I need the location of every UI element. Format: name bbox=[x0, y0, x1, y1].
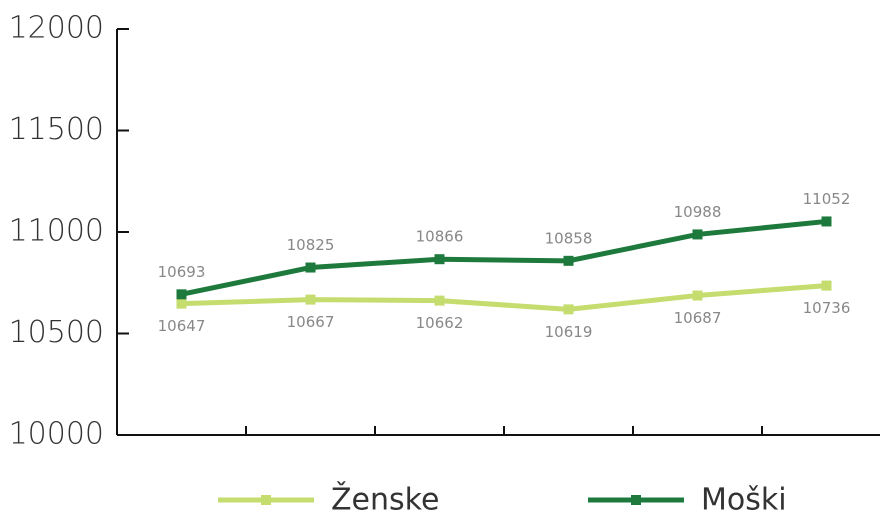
y-tick-label: 12000 bbox=[9, 11, 104, 46]
legend-label: Ženske bbox=[331, 482, 439, 516]
point bbox=[692, 229, 703, 240]
legend-marker bbox=[631, 495, 641, 505]
series-line bbox=[181, 283, 827, 312]
data-label: 10736 bbox=[803, 299, 851, 317]
data-label: 10667 bbox=[287, 313, 335, 331]
point bbox=[434, 254, 445, 265]
data-label: 10662 bbox=[416, 314, 464, 332]
legend-marker bbox=[261, 495, 271, 505]
point bbox=[305, 262, 316, 273]
data-label: 11052 bbox=[803, 190, 851, 208]
data-label: 10858 bbox=[545, 229, 593, 247]
point bbox=[692, 290, 703, 301]
point bbox=[821, 280, 832, 291]
point bbox=[563, 304, 574, 315]
y-tick-label: 10000 bbox=[9, 417, 104, 452]
point bbox=[821, 216, 832, 227]
y-tick-label: 11000 bbox=[9, 214, 104, 249]
data-label: 10647 bbox=[158, 317, 206, 335]
data-label: 10693 bbox=[158, 263, 206, 281]
y-tick-label: 10500 bbox=[9, 315, 104, 350]
legend-label: Moški bbox=[701, 483, 787, 516]
point bbox=[434, 295, 445, 306]
data-label: 10988 bbox=[674, 203, 722, 221]
data-label: 10619 bbox=[545, 323, 593, 341]
data-label: 10866 bbox=[416, 228, 464, 246]
data-label: 10687 bbox=[674, 309, 722, 327]
point bbox=[176, 289, 187, 300]
series-line bbox=[180, 218, 827, 297]
point bbox=[176, 298, 187, 309]
point bbox=[563, 255, 574, 266]
data-label: 10825 bbox=[287, 236, 335, 254]
point bbox=[305, 294, 316, 305]
y-tick-label: 11500 bbox=[9, 112, 104, 147]
